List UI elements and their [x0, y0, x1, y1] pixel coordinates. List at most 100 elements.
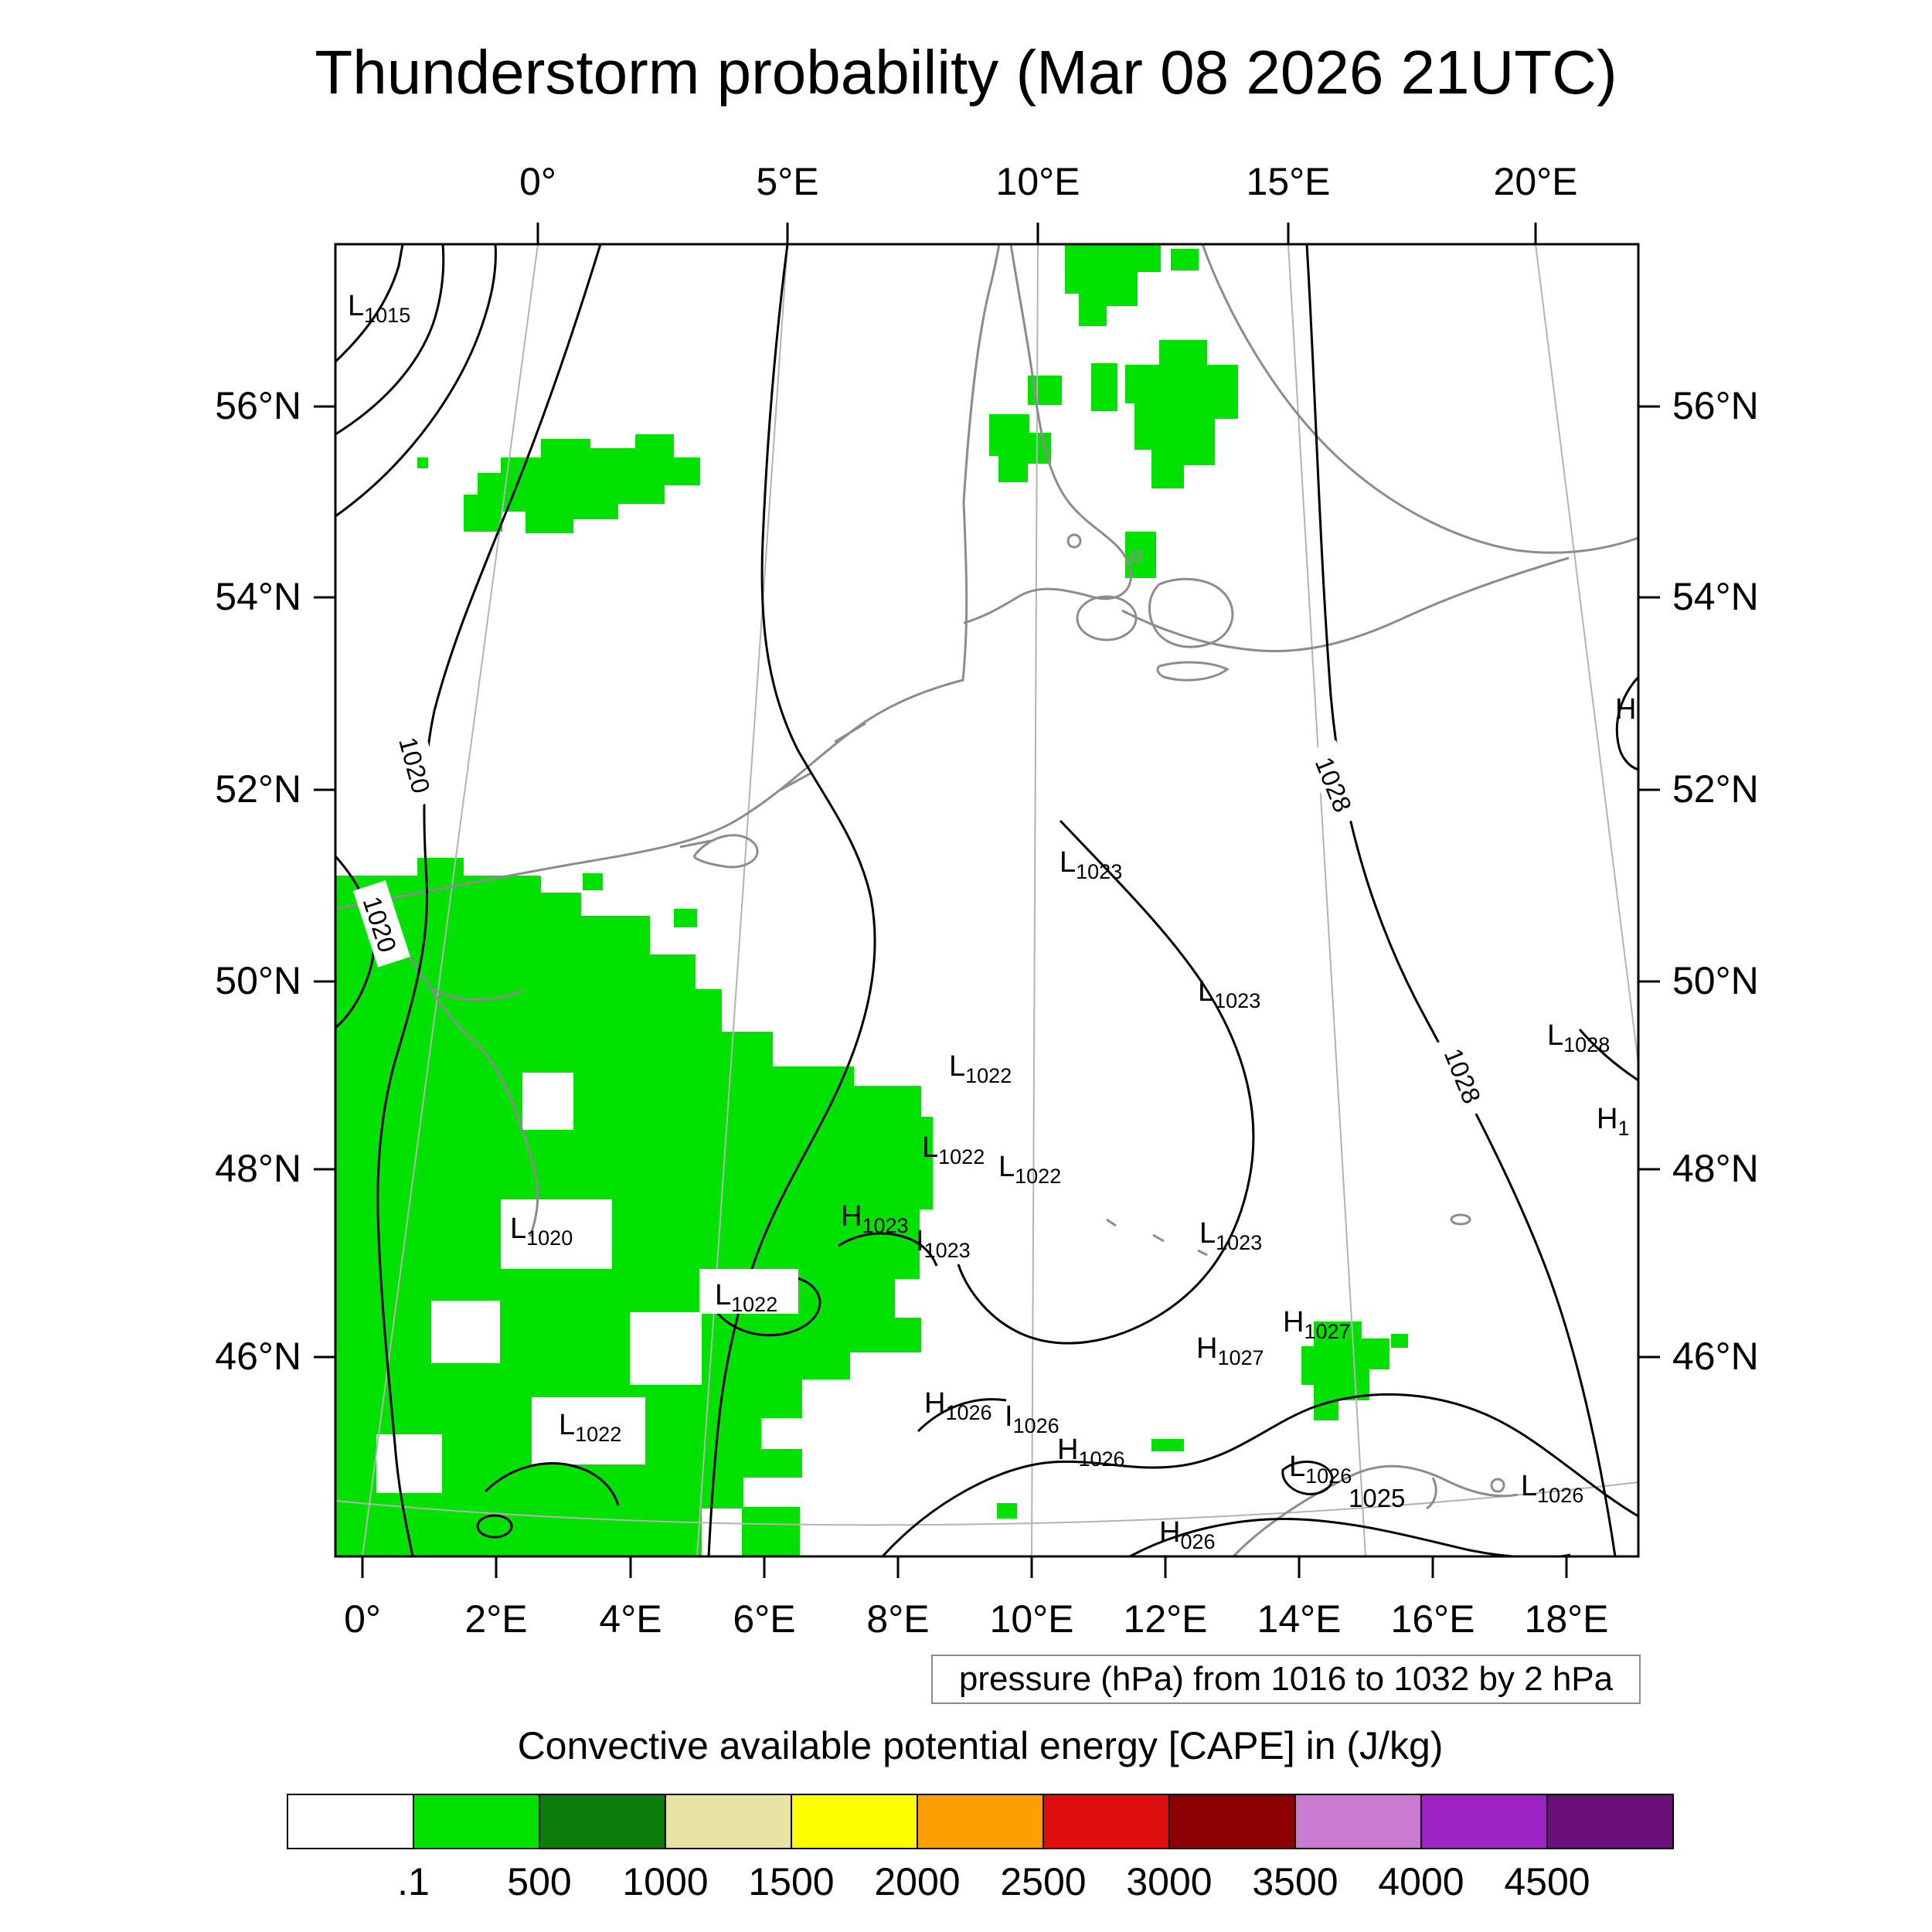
coastline-path [335, 244, 1001, 910]
contour-inline-label: 1028 [1433, 1031, 1495, 1119]
label-box [699, 1269, 798, 1314]
colorbar-cell [1546, 1794, 1674, 1849]
colorbar-title: Convective available potential energy [C… [517, 1724, 1444, 1767]
colorbar-tick-label: 4500 [1504, 1860, 1590, 1903]
cape-region [674, 909, 697, 927]
pressure-center-label: H1026 [924, 1387, 992, 1424]
colorbar-tick-label: 4000 [1378, 1860, 1464, 1903]
axis-tick-label: 46°N [1672, 1335, 1759, 1378]
axis-tick-label: 5°E [756, 160, 818, 203]
coastline-path [963, 244, 1132, 624]
axis-tick-label: 48°N [1672, 1147, 1759, 1190]
cape-shading [335, 244, 1408, 1556]
island-outline [1156, 661, 1230, 682]
colorbar-cell [791, 1794, 918, 1849]
axis-tick-label: 4°E [599, 1597, 662, 1641]
cape-region [1065, 244, 1161, 326]
pressure-center-label: I1026 [1005, 1400, 1060, 1437]
axis-tick-label: 10°E [996, 160, 1080, 203]
axis-tick-label: 8°E [866, 1597, 929, 1641]
coastlines [335, 244, 1638, 1556]
pressure-center-label: L1028 [1547, 1019, 1610, 1056]
label-box [1433, 1031, 1495, 1119]
island-outline [1130, 550, 1142, 563]
axis-tick-label: 56°N [1672, 384, 1759, 427]
pressure-contour [335, 244, 497, 518]
pressure-contour [838, 1232, 938, 1267]
meridian-line [362, 244, 539, 1556]
pressure-contour [376, 244, 602, 1556]
cape-hole [532, 1397, 645, 1464]
contour-inline-label: 1020 [389, 721, 444, 808]
pressure-center-label: H1023 [841, 1200, 909, 1237]
axis-tick-label: 6°E [733, 1597, 795, 1641]
cape-hole [522, 1073, 573, 1130]
lake-mark [1106, 1218, 1208, 1257]
pressure-legend-note: pressure (hPa) from 1016 to 1032 by 2 hP… [931, 1655, 1641, 1704]
pressure-contour [881, 1393, 1638, 1556]
pressure-contour [1615, 675, 1638, 771]
axis-tick-label: 10°E [990, 1597, 1074, 1641]
cape-region [335, 858, 933, 1556]
colorbar-tick-label: 500 [507, 1860, 571, 1903]
pressure-contour [957, 819, 1255, 1345]
cape-region [464, 495, 502, 532]
colorbar-cell [1294, 1794, 1422, 1849]
cape-region [1125, 340, 1238, 488]
cape-region [1391, 1334, 1408, 1348]
cape-hole [431, 1301, 500, 1363]
axis-labels-bottom: 0° 2°E 4°E 6°E 8°E 10°E 12°E 14°E 16°E 1… [344, 1597, 1608, 1641]
axis-tick-label: 54°N [1672, 575, 1759, 618]
coastline-path [679, 722, 866, 849]
cape-region [1171, 249, 1199, 270]
colorbar-tick-label: 3000 [1126, 1860, 1212, 1903]
axis-tick-label: 18°E [1525, 1597, 1609, 1641]
colorbar-cell [413, 1794, 540, 1849]
pressure-value-label: 1025 [1349, 1484, 1405, 1512]
axis-tick-label: 48°N [215, 1147, 301, 1190]
colorbar-cell [539, 1794, 666, 1849]
cape-region [583, 873, 603, 890]
colorbar-tick-label: 3500 [1252, 1860, 1338, 1903]
pressure-center-label: L1022 [715, 1279, 777, 1316]
pressure-center-label: H [1615, 693, 1636, 726]
axis-tick-label: 52°N [215, 767, 301, 811]
colorbar-cell [1168, 1794, 1296, 1849]
axis-tick-label: 46°N [215, 1335, 301, 1378]
axis-tick-label: 54°N [215, 575, 301, 618]
pressure-contour [707, 244, 876, 1556]
pressure-center-label: L1026 [1521, 1470, 1583, 1507]
cape-region [989, 414, 1051, 482]
pressure-contour [484, 1462, 620, 1506]
pressure-center-label: H1026 [1057, 1434, 1125, 1471]
axis-labels-top: 0° 5°E 10°E 15°E 20°E [519, 160, 1577, 203]
colorbar-tick-label: .1 [397, 1860, 430, 1903]
pressure-contour [1129, 1518, 1571, 1556]
pressure-center-label: L1026 [1289, 1451, 1352, 1488]
axis-tick-label: 50°N [215, 959, 301, 1002]
island-outline [1076, 595, 1138, 641]
axis-tick-label: 20°E [1494, 160, 1578, 203]
label-box [352, 880, 410, 968]
cape-region [1151, 1439, 1184, 1451]
pressure-center-label: L1022 [949, 1050, 1012, 1087]
colorbar-tick-label: 2000 [874, 1860, 960, 1903]
cape-region [1091, 363, 1117, 411]
axis-tick-label: 15°E [1247, 160, 1331, 203]
pressure-contour [335, 244, 445, 436]
border-path [432, 988, 523, 1002]
coastline-path [1232, 1464, 1519, 1556]
axis-tick-label: 0° [344, 1597, 381, 1641]
colorbar-tick-label: 1500 [748, 1860, 834, 1903]
label-box [389, 721, 444, 808]
pressure-center-label: L1022 [559, 1409, 621, 1446]
pressure-center-label: H1027 [1283, 1306, 1351, 1343]
pressure-center-label: I1023 [916, 1225, 971, 1262]
pressure-center-label: L1015 [348, 290, 410, 327]
figure-title: Thunderstorm probability (Mar 08 2026 21… [315, 38, 1617, 107]
coastline-path [692, 834, 759, 869]
pressure-contour [917, 1398, 1007, 1433]
cape-region [742, 1507, 800, 1556]
